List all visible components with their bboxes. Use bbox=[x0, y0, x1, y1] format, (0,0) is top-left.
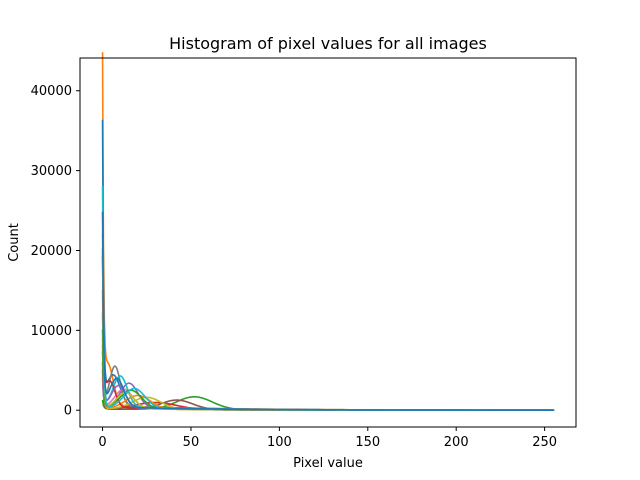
x-tick-label: 150 bbox=[355, 435, 380, 450]
x-axis-label: Pixel value bbox=[293, 456, 363, 471]
chart-title: Histogram of pixel values for all images bbox=[169, 34, 487, 53]
y-axis-ticks: 0 10000 20000 30000 40000 bbox=[31, 84, 80, 419]
series-group bbox=[101, 51, 555, 412]
y-axis-label: Count bbox=[7, 223, 22, 262]
y-tick-label: 10000 bbox=[31, 324, 72, 339]
y-tick-label: 30000 bbox=[31, 164, 72, 179]
plot-frame bbox=[79, 57, 577, 428]
x-tick-label: 0 bbox=[98, 435, 106, 450]
x-tick-label: 50 bbox=[183, 435, 200, 450]
x-tick-label: 250 bbox=[532, 435, 557, 450]
x-axis-ticks: 0 50 100 150 200 250 bbox=[98, 427, 557, 450]
y-tick-label: 0 bbox=[64, 404, 72, 419]
x-tick-label: 200 bbox=[444, 435, 469, 450]
x-tick-label: 100 bbox=[267, 435, 292, 450]
y-tick-label: 20000 bbox=[31, 244, 72, 259]
y-tick-label: 40000 bbox=[31, 84, 72, 99]
series-line-17 bbox=[101, 211, 555, 411]
